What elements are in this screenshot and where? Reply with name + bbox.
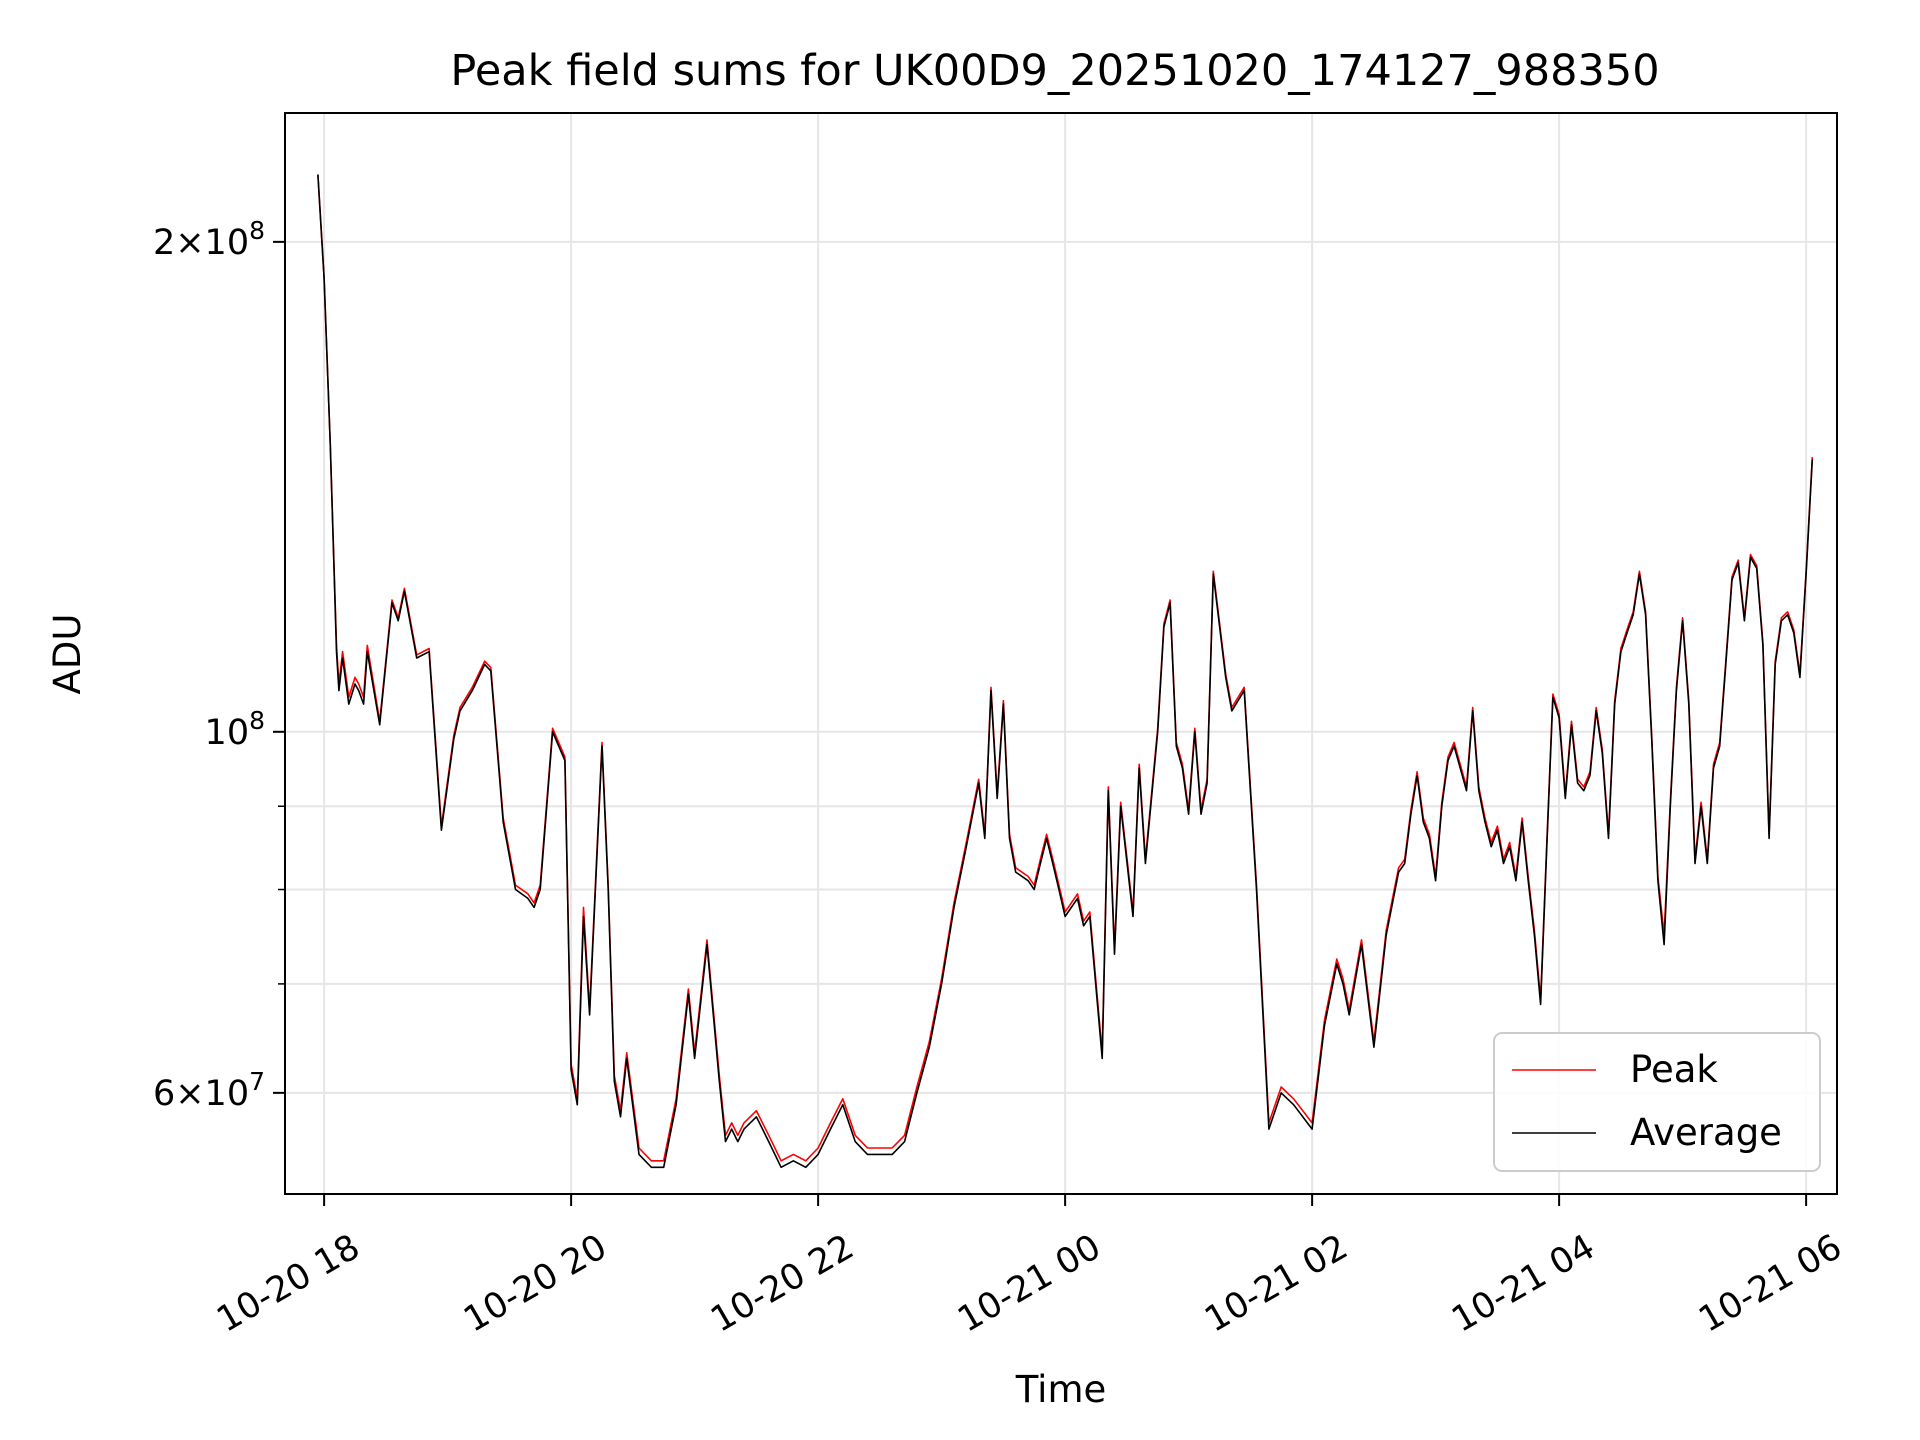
chart-title: Peak field sums for UK00D9_20251020_1741… [450, 46, 1659, 96]
legend: Peak Average [1493, 1032, 1821, 1172]
series-line-average [317, 174, 1814, 1169]
legend-label-average: Average [1630, 1111, 1782, 1154]
y-tick-label: 108 [205, 706, 265, 753]
y-axis-label: ADU [46, 614, 89, 695]
x-axis-label: Time [1015, 1368, 1107, 1411]
y-axis: 2×108 108 6×107 [153, 216, 285, 1114]
y-tick-label: 2×108 [153, 216, 265, 263]
legend-box [1493, 1032, 1821, 1172]
legend-label-peak: Peak [1630, 1048, 1718, 1091]
plot-frame [284, 112, 1838, 1195]
plot-area [317, 174, 1814, 1169]
y-tick-label: 6×107 [153, 1067, 265, 1114]
